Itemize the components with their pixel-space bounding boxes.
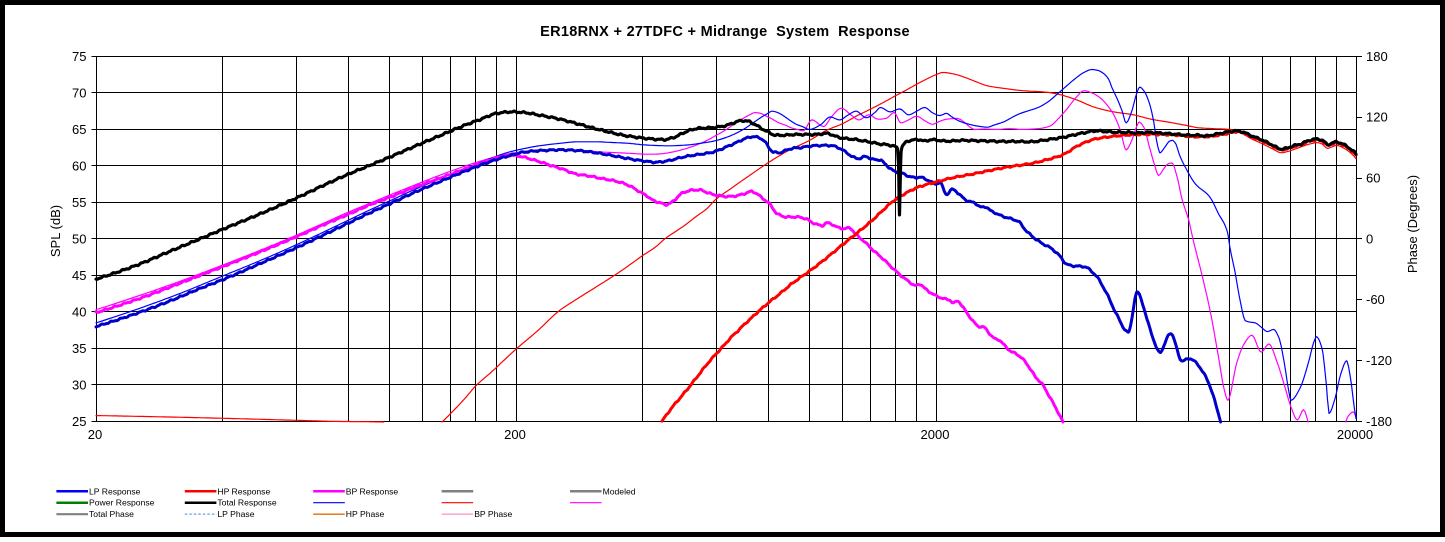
svg-text:SPL (dB): SPL (dB) [48,205,63,257]
svg-text:ER18RNX + 27TDFC + Midrange S: ER18RNX + 27TDFC + Midrange System Respo… [540,24,910,40]
svg-text:Total Phase: Total Phase [89,509,134,519]
svg-text:200: 200 [504,427,526,442]
svg-text:Total Response: Total Response [217,498,276,508]
svg-text:Phase (Degrees): Phase (Degrees) [1405,175,1420,273]
svg-text:180: 180 [1366,49,1388,64]
svg-text:20000: 20000 [1337,427,1373,442]
svg-text:LP Phase: LP Phase [217,509,254,519]
svg-text:30: 30 [72,377,86,392]
svg-text:Modeled: Modeled [603,486,636,496]
svg-text:75: 75 [72,49,86,64]
svg-text:65: 65 [72,122,86,137]
svg-text:2000: 2000 [921,427,950,442]
svg-text:LP Response: LP Response [89,486,141,496]
svg-text:60: 60 [1366,171,1380,186]
svg-text:-120: -120 [1366,353,1392,368]
svg-text:55: 55 [72,195,86,210]
svg-text:60: 60 [72,158,86,173]
svg-text:25: 25 [72,414,86,429]
svg-text:HP Phase: HP Phase [346,509,385,519]
svg-text:50: 50 [72,231,86,246]
svg-text:120: 120 [1366,110,1388,125]
svg-text:BP Phase: BP Phase [474,509,512,519]
svg-text:HP Response: HP Response [217,486,270,496]
svg-text:70: 70 [72,85,86,100]
svg-text:-180: -180 [1366,414,1392,429]
svg-text:0: 0 [1366,231,1373,246]
svg-text:35: 35 [72,341,86,356]
svg-text:20: 20 [88,427,102,442]
svg-text:40: 40 [72,304,86,319]
svg-text:Power Response: Power Response [89,498,155,508]
svg-text:BP Response: BP Response [346,486,399,496]
svg-text:45: 45 [72,268,86,283]
svg-text:-60: -60 [1366,292,1385,307]
